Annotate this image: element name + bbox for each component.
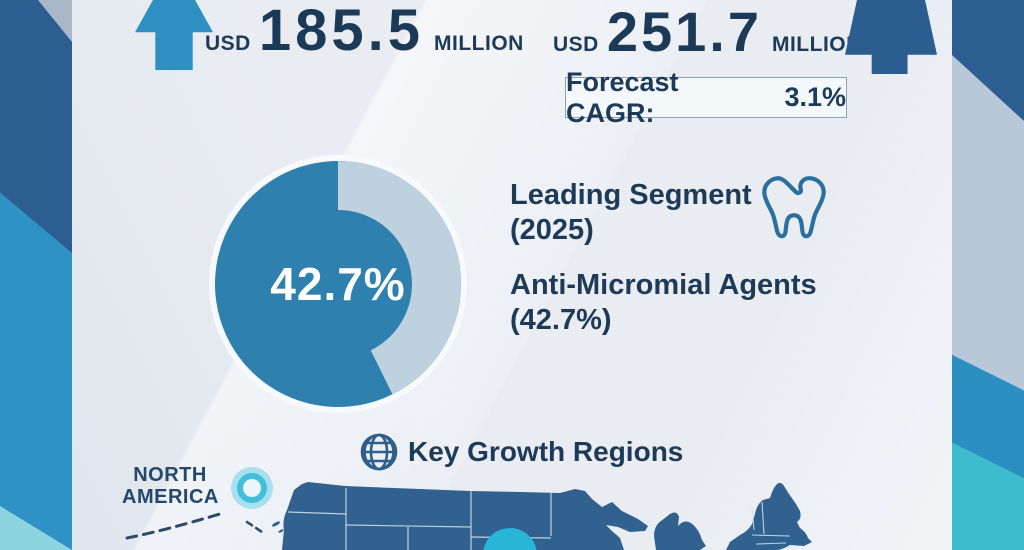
right-decor-band — [952, 0, 1024, 550]
segment-name-line2: (42.7%) — [510, 304, 612, 336]
forecast-cagr-badge: Forecast CAGR: 3.1% — [565, 67, 847, 128]
base-market-size: USD 185.5 MILLION — [205, 2, 524, 60]
market-value: 251.7 — [606, 0, 762, 63]
left-band-dark-segment — [0, 0, 72, 253]
currency-label: USD — [553, 33, 599, 56]
heading-line2: (2025) — [510, 214, 594, 246]
map-michigan — [654, 512, 706, 550]
growth-glow-core — [483, 528, 537, 550]
map-landmass-west — [282, 482, 648, 550]
region-marker-core — [243, 479, 261, 497]
left-decor-band — [0, 0, 72, 550]
coastal-islands — [271, 521, 284, 533]
donut-outline-ring — [209, 155, 467, 413]
segment-name-line1: Anti-Micromial Agents — [510, 269, 817, 301]
cagr-label: Forecast CAGR: — [566, 66, 679, 128]
region-line2: AMERICA — [122, 486, 219, 508]
tooth-icon — [752, 164, 836, 248]
leading-segment-heading: Leading Segment (2025) — [510, 178, 752, 248]
up-arrow-icon — [845, 0, 937, 74]
globe-icon — [358, 431, 400, 473]
key-growth-regions-heading: Key Growth Regions — [408, 436, 684, 467]
annotation-dashed-lines — [115, 500, 285, 550]
usa-map — [268, 478, 828, 550]
north-america-label: NORTH AMERICA — [122, 464, 218, 508]
unit-label: MILLION — [771, 33, 862, 56]
usa-map-svg — [271, 482, 812, 550]
currency-label: USD — [205, 32, 251, 55]
map-northeast — [726, 482, 812, 550]
heading-line1: Leading Segment — [510, 179, 752, 211]
market-value: 185.5 — [258, 0, 424, 63]
unit-label: MILLION — [434, 32, 524, 55]
cagr-value: 3.1% — [784, 82, 846, 112]
up-arrow-icon — [135, 0, 213, 70]
region-line1: NORTH — [133, 464, 207, 486]
donut-chart-svg — [209, 155, 467, 413]
forecast-market-size: USD 251.7 MILLION — [553, 4, 862, 60]
leading-segment-value: Anti-Micromial Agents (42.7%) — [510, 268, 817, 338]
segment-donut-chart — [205, 151, 471, 417]
donut-highlight-segment — [338, 161, 461, 395]
state-borders-northeast — [751, 501, 791, 545]
donut-center-label: 42.7% — [270, 258, 406, 310]
